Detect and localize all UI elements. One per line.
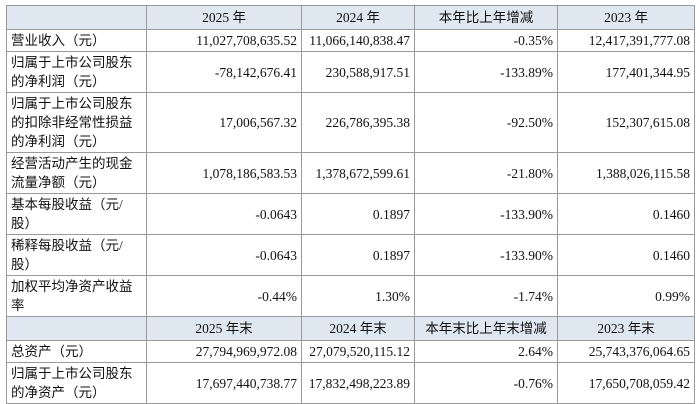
data-row: 加权平均净资产收益率 -0.44% 1.30% -1.74% 0.99% [6, 275, 695, 317]
header-cell: 2024 年 [301, 5, 415, 30]
header-cell: 本年末比上年末增减 [414, 316, 558, 341]
value-cell: -133.89% [414, 51, 558, 93]
header-row: 2025 年末 2024 年末 本年末比上年末增减 2023 年末 [6, 316, 695, 341]
data-row: 基本每股收益（元/股） -0.0643 0.1897 -133.90% 0.1460 [6, 193, 695, 235]
row-label: 营业收入（元） [6, 29, 147, 52]
value-cell: 27,079,520,115.12 [301, 340, 415, 363]
data-row: 经营活动产生的现金流量净额（元） 1,078,186,583.53 1,378,67… [6, 152, 695, 194]
value-cell: 17,006,567.32 [146, 92, 302, 153]
row-label: 总资产（元） [6, 340, 147, 363]
value-cell: 0.99% [557, 275, 695, 317]
value-cell: 1,378,672,599.61 [301, 152, 415, 194]
row-label: 经营活动产生的现金流量净额（元） [6, 152, 147, 194]
data-row: 归属于上市公司股东的扣除非经常性损益的净利润（元） 17,006,567.32 22… [6, 92, 695, 153]
value-cell: 1.30% [301, 275, 415, 317]
value-cell: 2.64% [414, 340, 558, 363]
value-cell: -92.50% [414, 92, 558, 153]
value-cell: -133.90% [414, 193, 558, 235]
value-cell: 1,388,026,115.58 [557, 152, 695, 194]
value-cell: 25,743,376,064.65 [557, 340, 695, 363]
data-row: 稀释每股收益（元/股） -0.0643 0.1897 -133.90% 0.1460 [6, 234, 695, 276]
value-cell: 27,794,969,972.08 [146, 340, 302, 363]
header-cell: 本年比上年增减 [414, 5, 558, 30]
value-cell: -0.44% [146, 275, 302, 317]
value-cell: -0.35% [414, 29, 558, 52]
header-cell [6, 316, 147, 341]
value-cell: 0.1897 [301, 193, 415, 235]
row-label: 稀释每股收益（元/股） [6, 234, 147, 276]
row-label: 归属于上市公司股东的扣除非经常性损益的净利润（元） [6, 92, 147, 153]
value-cell: 0.1460 [557, 234, 695, 276]
data-row: 归属于上市公司股东的净利润（元） -78,142,676.41 230,588,91… [6, 51, 695, 93]
row-label: 归属于上市公司股东的净资产（元） [6, 362, 147, 404]
header-row: 2025 年 2024 年本年比上年增减 2023 年 [6, 5, 695, 30]
value-cell: 226,786,395.38 [301, 92, 415, 153]
value-cell: 17,650,708,059.42 [557, 362, 695, 404]
value-cell: 17,832,498,223.89 [301, 362, 415, 404]
value-cell: 1,078,186,583.53 [146, 152, 302, 194]
value-cell: 11,027,708,635.52 [146, 29, 302, 52]
header-cell [6, 5, 147, 30]
row-label: 基本每股收益（元/股） [6, 193, 147, 235]
financial-table: 2025 年 2024 年本年比上年增减 2023 年营业收入（元） 11,027,7… [6, 5, 695, 404]
header-cell: 2023 年末 [557, 316, 695, 341]
value-cell: 0.1897 [301, 234, 415, 276]
header-cell: 2025 年末 [146, 316, 302, 341]
row-label: 加权平均净资产收益率 [6, 275, 147, 317]
value-cell: -0.0643 [146, 193, 302, 235]
value-cell: -1.74% [414, 275, 558, 317]
header-cell: 2025 年 [146, 5, 302, 30]
data-row: 营业收入（元） 11,027,708,635.52 11,066,140,838.4… [6, 29, 695, 52]
value-cell: 177,401,344.95 [557, 51, 695, 93]
header-cell: 2024 年末 [301, 316, 415, 341]
data-row: 归属于上市公司股东的净资产（元） 17,697,440,738.77 17,832,… [6, 362, 695, 404]
value-cell: -0.76% [414, 362, 558, 404]
value-cell: -0.0643 [146, 234, 302, 276]
table-body: 2025 年 2024 年本年比上年增减 2023 年营业收入（元） 11,027,7… [6, 5, 695, 404]
data-row: 总资产（元） 27,794,969,972.08 27,079,520,115.12… [6, 340, 695, 363]
value-cell: 0.1460 [557, 193, 695, 235]
header-cell: 2023 年 [557, 5, 695, 30]
value-cell: -133.90% [414, 234, 558, 276]
value-cell: 230,588,917.51 [301, 51, 415, 93]
row-label: 归属于上市公司股东的净利润（元） [6, 51, 147, 93]
value-cell: 17,697,440,738.77 [146, 362, 302, 404]
value-cell: -78,142,676.41 [146, 51, 302, 93]
value-cell: 11,066,140,838.47 [301, 29, 415, 52]
value-cell: -21.80% [414, 152, 558, 194]
value-cell: 152,307,615.08 [557, 92, 695, 153]
value-cell: 12,417,391,777.08 [557, 29, 695, 52]
